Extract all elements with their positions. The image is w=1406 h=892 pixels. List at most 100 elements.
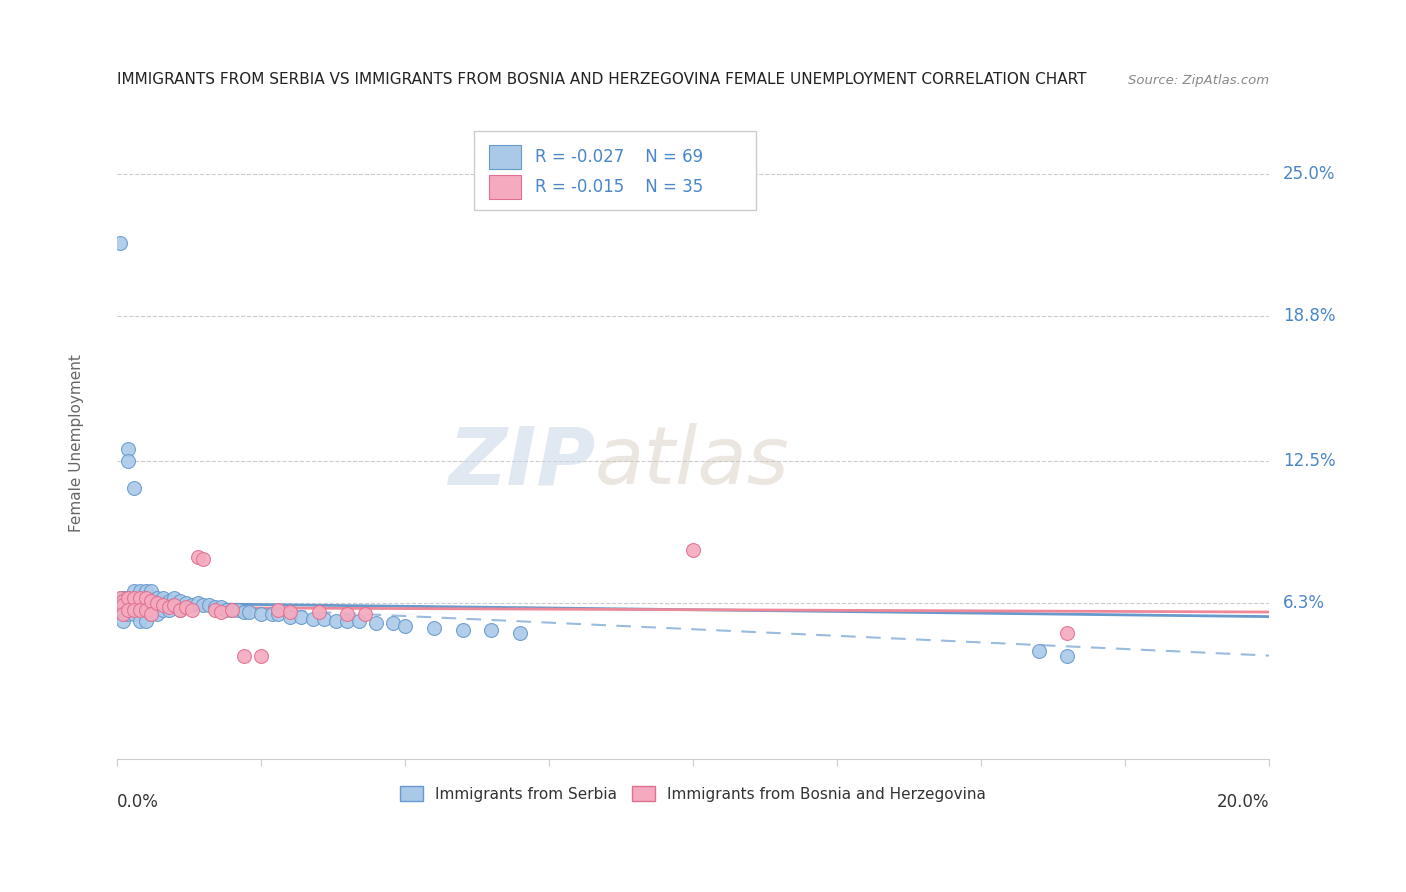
Point	[111, 614, 134, 628]
Point	[111, 607, 134, 622]
Point	[135, 584, 157, 599]
Point	[262, 607, 284, 622]
Point	[1056, 648, 1078, 663]
Point	[238, 605, 260, 619]
Point	[267, 603, 290, 617]
Point	[204, 600, 226, 615]
Point	[301, 612, 323, 626]
Point	[250, 607, 273, 622]
Point	[146, 596, 169, 610]
Point	[394, 619, 416, 633]
Point	[169, 603, 191, 617]
Point	[157, 600, 180, 615]
Point	[129, 614, 152, 628]
Point	[146, 607, 169, 622]
Point	[193, 552, 215, 566]
Point	[209, 605, 232, 619]
Point	[122, 591, 145, 606]
Point	[152, 603, 174, 617]
Point	[141, 607, 163, 622]
Point	[111, 607, 134, 622]
Text: R = -0.015    N = 35: R = -0.015 N = 35	[536, 178, 703, 196]
Point	[122, 481, 145, 495]
Point	[117, 591, 139, 606]
Point	[290, 609, 312, 624]
Point	[111, 593, 134, 607]
Point	[278, 605, 301, 619]
Point	[141, 607, 163, 622]
Point	[366, 616, 388, 631]
Legend: Immigrants from Serbia, Immigrants from Bosnia and Herzegovina: Immigrants from Serbia, Immigrants from …	[394, 780, 993, 808]
Point	[169, 603, 191, 617]
Text: 0.0%: 0.0%	[117, 794, 159, 812]
Point	[141, 584, 163, 599]
Point	[135, 614, 157, 628]
Point	[422, 621, 444, 635]
Point	[267, 607, 290, 622]
Text: atlas: atlas	[595, 424, 790, 501]
Point	[347, 614, 370, 628]
Point	[122, 584, 145, 599]
Point	[117, 442, 139, 457]
Point	[114, 591, 136, 606]
Text: 18.8%: 18.8%	[1282, 307, 1336, 326]
Point	[152, 598, 174, 612]
Point	[157, 593, 180, 607]
Point	[1056, 625, 1078, 640]
Point	[479, 624, 502, 638]
Point	[146, 598, 169, 612]
Text: 25.0%: 25.0%	[1282, 165, 1336, 183]
Point	[117, 453, 139, 467]
Point	[135, 603, 157, 617]
Point	[336, 607, 359, 622]
FancyBboxPatch shape	[489, 175, 522, 199]
Point	[141, 593, 163, 607]
Point	[163, 598, 186, 612]
Point	[336, 614, 359, 628]
Text: R = -0.027    N = 69: R = -0.027 N = 69	[536, 148, 703, 166]
Point	[163, 598, 186, 612]
Point	[204, 603, 226, 617]
Point	[509, 625, 531, 640]
Point	[129, 591, 152, 606]
Point	[163, 591, 186, 606]
Point	[353, 607, 375, 622]
Point	[250, 648, 273, 663]
Point	[169, 593, 191, 607]
Point	[108, 591, 131, 606]
Point	[122, 591, 145, 606]
Point	[215, 603, 238, 617]
Point	[135, 591, 157, 606]
Point	[111, 603, 134, 617]
Point	[314, 612, 336, 626]
Text: 20.0%: 20.0%	[1216, 794, 1270, 812]
Point	[232, 605, 254, 619]
Point	[129, 603, 152, 617]
Point	[308, 605, 330, 619]
Point	[682, 543, 704, 558]
Point	[157, 603, 180, 617]
Point	[451, 624, 474, 638]
Point	[174, 596, 197, 610]
Point	[186, 596, 208, 610]
Point	[117, 603, 139, 617]
Point	[146, 591, 169, 606]
Point	[232, 648, 254, 663]
Point	[226, 603, 249, 617]
Point	[278, 609, 301, 624]
Point	[174, 600, 197, 615]
Point	[186, 549, 208, 564]
Point	[152, 591, 174, 606]
Point	[1028, 644, 1050, 658]
Point	[111, 598, 134, 612]
Text: Source: ZipAtlas.com: Source: ZipAtlas.com	[1128, 74, 1270, 87]
Point	[209, 600, 232, 615]
Point	[382, 616, 405, 631]
Point	[325, 614, 347, 628]
FancyBboxPatch shape	[474, 131, 756, 211]
Point	[122, 598, 145, 612]
Point	[117, 598, 139, 612]
Point	[198, 598, 221, 612]
Text: 6.3%: 6.3%	[1282, 594, 1324, 612]
Point	[135, 596, 157, 610]
